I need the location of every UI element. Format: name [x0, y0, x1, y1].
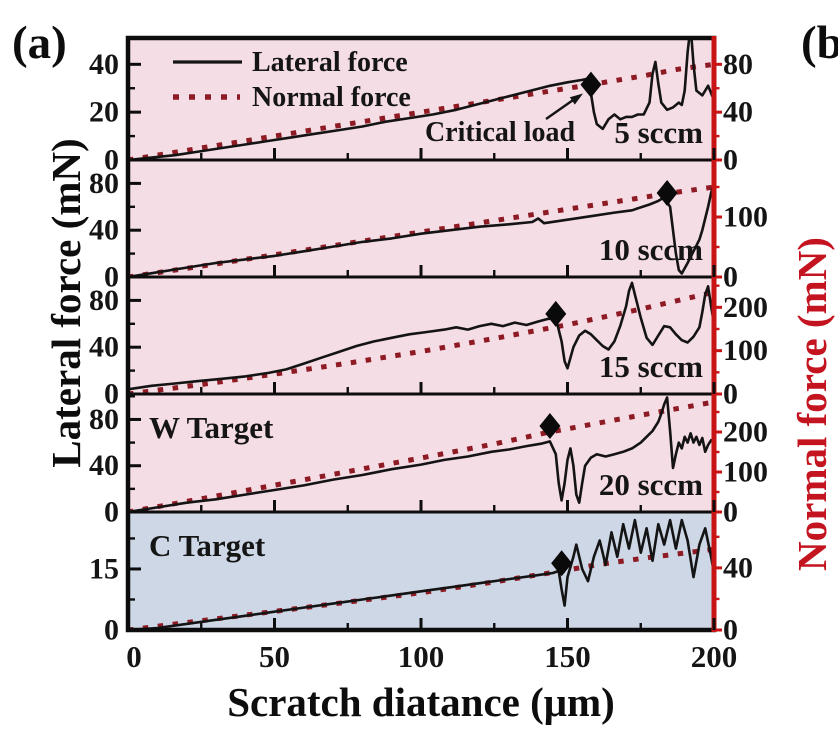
panel-bg — [128, 512, 714, 630]
critical-load-marker — [580, 71, 602, 98]
panel-label: 10 sccm — [599, 232, 703, 267]
right-tick-label: 100 — [723, 334, 768, 367]
normal-force-curve — [128, 399, 714, 512]
right-tick-label: 40 — [723, 96, 753, 129]
panel-letter-b: (b) — [801, 17, 838, 69]
right-tick-label: 100 — [723, 201, 768, 234]
lateral-force-curve — [128, 38, 714, 160]
right-tick-label: 0 — [723, 496, 738, 529]
left-tick-label: 20 — [89, 96, 119, 129]
right-tick-label: 0 — [723, 261, 738, 294]
left-tick-label: 0 — [104, 378, 119, 411]
critical-load-marker — [551, 550, 573, 577]
panel-target-label: C Target — [149, 528, 266, 563]
critical-load-marker — [539, 413, 561, 439]
critical-load-marker — [545, 300, 567, 327]
left-tick-label: 0 — [104, 614, 119, 647]
legend-lateral-label: Lateral force — [252, 47, 408, 78]
right-tick-label: 0 — [723, 378, 738, 411]
x-tick-label: 50 — [259, 639, 290, 674]
right-tick-label: 40 — [723, 551, 753, 584]
left-axis-title: Lateral force (mN) — [43, 138, 89, 468]
critical-load-arrow — [545, 97, 577, 120]
panel-plot — [128, 183, 714, 277]
panel-label: 15 sccm — [599, 349, 703, 384]
panel-bg — [128, 160, 714, 277]
x-tick-label: 0 — [126, 639, 142, 674]
panel-plot — [128, 38, 714, 160]
right-tick-label: 0 — [723, 614, 738, 647]
left-tick-label: 40 — [89, 331, 119, 364]
panel-plot — [128, 281, 714, 394]
left-tick-label: 15 — [89, 552, 119, 585]
right-tick-label: 200 — [723, 416, 768, 449]
x-axis-title: Scratch diatance (μm) — [227, 679, 615, 725]
critical-load-arrowhead — [569, 93, 583, 105]
panel-label: 5 sccm — [614, 115, 703, 150]
right-tick-label: 200 — [723, 291, 768, 324]
right-axis-title: Normal force (mN) — [789, 237, 835, 571]
left-tick-label: 80 — [89, 284, 119, 317]
lateral-force-curve — [128, 396, 714, 512]
x-tick-label: 150 — [544, 639, 591, 674]
right-tick-label: 0 — [723, 144, 738, 177]
panel-plot — [128, 518, 714, 630]
panel-plot — [128, 396, 714, 512]
critical-load-annotation: Critical load — [425, 117, 576, 148]
normal-force-curve — [128, 184, 714, 277]
panel-label: 20 sccm — [599, 467, 703, 502]
left-tick-label: 40 — [89, 449, 119, 482]
left-tick-label: 80 — [89, 167, 119, 200]
left-tick-label: 0 — [104, 496, 119, 529]
legend-normal-label: Normal force — [252, 82, 411, 113]
lateral-force-curve — [128, 183, 714, 277]
left-tick-label: 0 — [104, 261, 119, 294]
x-tick-label: 200 — [691, 639, 738, 674]
x-tick-label: 100 — [398, 639, 445, 674]
right-tick-label: 80 — [723, 48, 753, 81]
panel-target-label: W Target — [149, 410, 274, 445]
left-tick-label: 40 — [89, 214, 119, 247]
lateral-force-curve — [128, 518, 714, 630]
lateral-force-curve — [128, 281, 714, 391]
critical-load-marker — [656, 180, 678, 206]
left-tick-label: 0 — [104, 144, 119, 177]
left-tick-label: 40 — [89, 48, 119, 81]
left-tick-label: 80 — [89, 403, 119, 436]
panel-letter-a: (a) — [12, 17, 67, 69]
right-tick-label: 100 — [723, 456, 768, 489]
normal-force-curve — [128, 61, 714, 160]
